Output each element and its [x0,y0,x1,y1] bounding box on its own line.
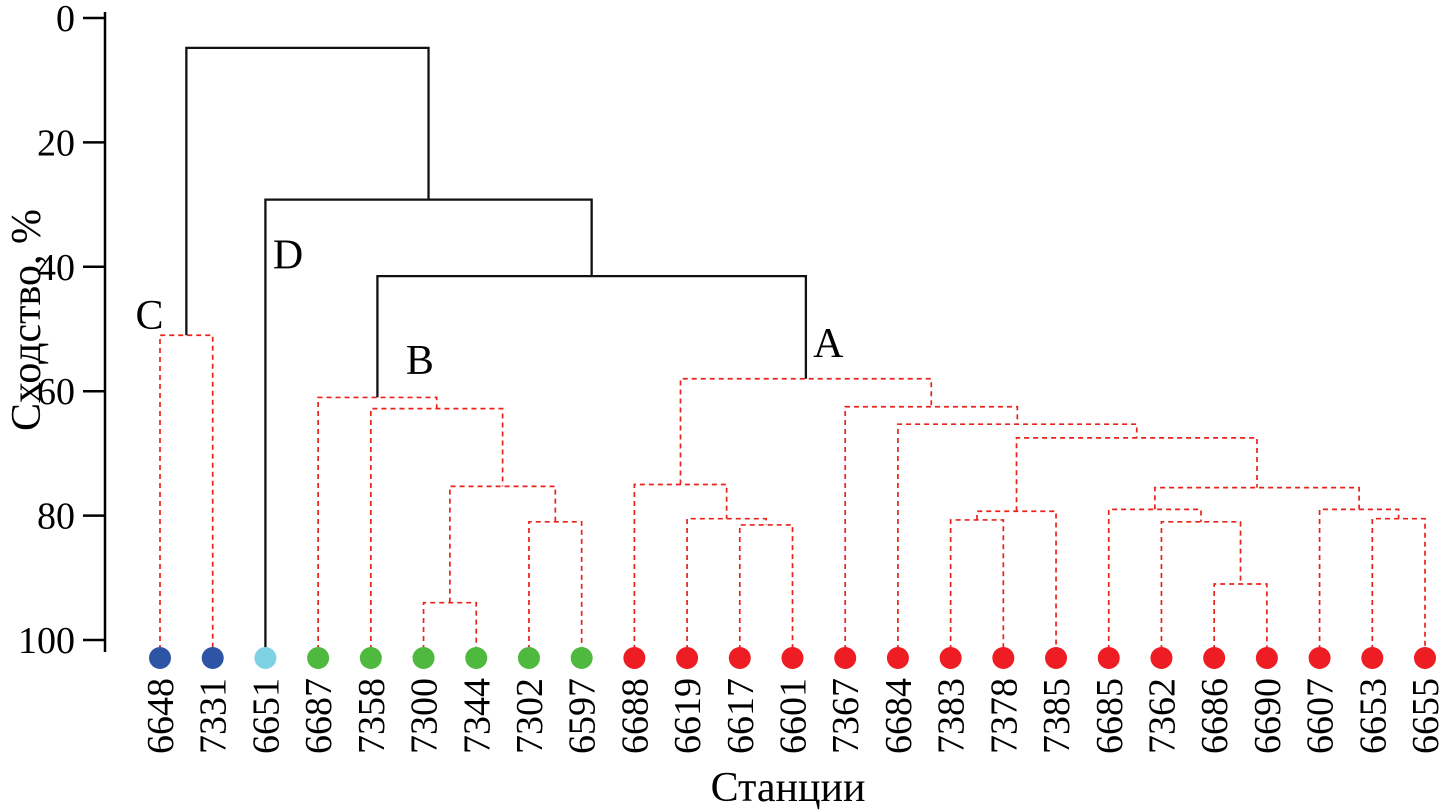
cluster-label-A: A [813,321,844,367]
station-label: 6617 [720,678,762,754]
merge-A12 [1015,437,1258,512]
merge-A5 [1160,520,1242,650]
station-label: 7362 [1141,678,1183,754]
merge-A14 [844,405,1019,650]
y-axis-title: Сходство, % [4,208,50,432]
station-dot [1203,647,1226,669]
merge-A3 [633,483,728,650]
y-tick-label: 40 [37,247,75,289]
station-dot [939,647,962,669]
station-label: 7300 [404,678,446,754]
station-dot [1045,647,1068,669]
station-dot [1097,647,1120,669]
cluster-label-B: B [406,338,434,384]
station-dot [307,647,330,669]
station-dot [886,647,909,669]
merge-A13 [897,423,1138,650]
station-label: 6690 [1247,678,1289,754]
y-tick-label: 20 [37,122,75,164]
station-label: 7344 [456,678,498,754]
station-label: 6686 [1194,678,1236,754]
station-label: 7331 [193,678,235,754]
station-label: 6648 [140,678,182,754]
station-dot [623,647,646,669]
merge-B4 [369,407,504,650]
merge-A6 [1107,508,1202,650]
station-dot [1150,647,1173,669]
station-dot [1414,647,1436,669]
station-dot [992,647,1015,669]
station-label: 7302 [509,678,551,754]
station-label: 7358 [351,678,393,754]
cluster-label-D: D [273,233,303,279]
station-label: 6653 [1352,678,1394,754]
station-dot [1255,647,1278,669]
station-dot [676,647,699,669]
merge-B3 [449,485,557,603]
merge-A1 [738,524,794,650]
merge-A10 [949,519,1005,650]
cluster-label-C: C [135,293,163,339]
station-label: 6687 [298,678,340,754]
station-label: 6597 [562,678,604,754]
merge-A8 [1318,508,1400,650]
station-label: 7383 [931,678,973,754]
merge-T3 [185,46,430,336]
y-tick-label: 60 [37,371,75,413]
station-dot [517,647,540,669]
station-dot [201,647,224,669]
station-dot [834,647,857,669]
merge-A7 [1371,517,1426,650]
station-dot [1308,647,1331,669]
x-axis-title: Станции [710,765,866,810]
merge-T2 [264,198,593,650]
y-tick-label: 100 [18,620,75,662]
y-tick-label: 0 [56,0,75,40]
station-label: 7378 [983,678,1025,754]
merge-A15 [679,377,933,485]
station-label: 6655 [1405,678,1447,754]
merge-B2 [528,520,583,650]
station-label: 7367 [825,678,867,754]
y-tick-label: 80 [37,496,75,538]
station-label: 7385 [1036,678,1078,754]
station-dot [254,647,277,669]
station-dot [1361,647,1384,669]
station-label: 6601 [773,678,815,754]
station-label: 6619 [667,678,709,754]
merge-B1 [422,601,478,650]
station-label: 6651 [245,678,287,754]
station-dot [412,647,435,669]
merge-A9 [1154,486,1360,510]
station-dot [149,647,171,669]
station-label: 6688 [614,678,656,754]
merge-C1 [159,334,214,650]
merge-A4 [1213,583,1268,650]
station-dot [781,647,804,669]
station-dot [465,647,488,669]
merge-A2 [686,517,767,650]
station-label: 6684 [878,678,920,754]
merge-B5 [317,396,438,650]
station-label: 6607 [1300,678,1342,754]
station-dot [359,647,382,669]
station-dot [570,647,593,669]
station-dot [728,647,751,669]
station-label: 6685 [1089,678,1131,754]
merge-A11 [976,510,1057,650]
